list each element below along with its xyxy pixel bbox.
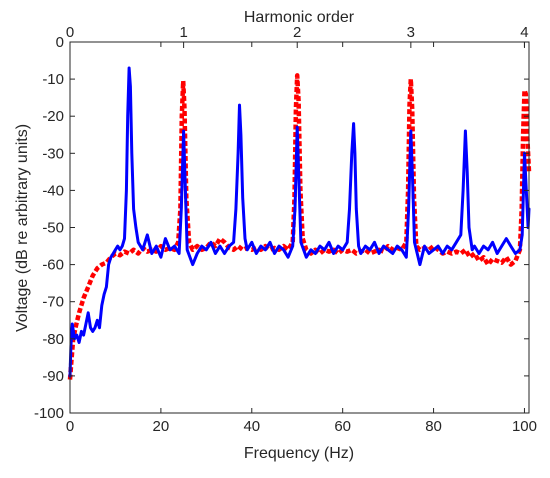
axes-layer: 0 20 40 60 80 1000-10-20-30-40-50-60-70-80-90… xyxy=(34,24,537,435)
top-tick-label: 3 xyxy=(407,24,415,41)
x-tick-label: 80 xyxy=(425,418,442,435)
y-tick-label: -80 xyxy=(42,331,64,348)
top-tick-label: 2 xyxy=(293,24,301,41)
labels-layer: Harmonic order Frequency (Hz) Voltage (d… xyxy=(14,9,355,462)
y-tick-label: -60 xyxy=(42,257,64,274)
series-layer xyxy=(67,66,532,380)
series-2-line xyxy=(68,66,531,378)
x-tick-label: 60 xyxy=(334,418,351,435)
x-tick-label: 0 xyxy=(66,418,74,435)
y-tick-label: -30 xyxy=(42,145,64,162)
x-tick-label: 40 xyxy=(243,418,260,435)
y-tick-label: -10 xyxy=(42,71,64,88)
y-tick-label: -40 xyxy=(42,182,64,199)
top-tick-label: 4 xyxy=(520,24,528,41)
y-tick-label: -70 xyxy=(42,294,64,311)
y-tick-label: 0 xyxy=(56,34,64,51)
top-tick-label: 1 xyxy=(179,24,187,41)
x-tick-label: 20 xyxy=(153,418,170,435)
y-axis-label: Voltage (dB re arbitrary units) xyxy=(14,124,31,332)
top-axis-label: Harmonic order xyxy=(244,9,355,26)
y-tick-label: -100 xyxy=(34,405,64,422)
x-tick-label: 100 xyxy=(512,418,537,435)
y-tick-label: -50 xyxy=(42,220,64,237)
x-axis-label: Frequency (Hz) xyxy=(244,445,354,462)
top-tick-label: 0 xyxy=(66,24,74,41)
y-tick-label: -20 xyxy=(42,108,64,125)
y-tick-label: -90 xyxy=(42,368,64,385)
